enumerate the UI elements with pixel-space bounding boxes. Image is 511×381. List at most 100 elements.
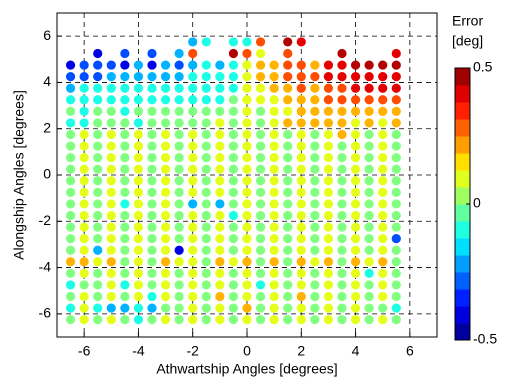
point (283, 72, 293, 82)
point (201, 315, 211, 325)
colorbar-segment (455, 170, 470, 188)
point (133, 60, 144, 70)
point (255, 210, 266, 221)
point (160, 176, 171, 186)
x-tick-label: -2 (186, 343, 199, 359)
point (228, 257, 239, 267)
point (65, 72, 76, 82)
point (106, 118, 116, 128)
y-tick-label: 0 (43, 166, 51, 182)
point (337, 129, 347, 140)
point (93, 176, 103, 186)
point (310, 106, 320, 116)
point (174, 234, 184, 244)
point (79, 303, 89, 313)
point (133, 95, 144, 105)
point (201, 118, 211, 128)
point (174, 83, 184, 93)
point (350, 268, 361, 278)
point (106, 106, 116, 116)
point (188, 37, 198, 47)
point (188, 210, 198, 221)
point (350, 95, 361, 105)
point (228, 280, 239, 290)
point (364, 291, 374, 302)
point (269, 72, 279, 82)
point (242, 164, 252, 174)
point (120, 106, 130, 116)
point (120, 315, 130, 325)
colorbar-segment (455, 204, 470, 222)
point (323, 222, 334, 232)
point (160, 199, 171, 209)
point (364, 176, 374, 186)
point (364, 106, 374, 116)
point (323, 210, 334, 221)
point (391, 268, 401, 278)
point (283, 210, 293, 221)
point (323, 83, 334, 93)
point (174, 222, 184, 232)
colorbar-segment (455, 136, 470, 154)
point (133, 280, 144, 290)
point (160, 129, 171, 140)
point (201, 268, 211, 278)
point (147, 257, 157, 267)
point (391, 153, 401, 163)
point (147, 199, 157, 209)
point (323, 280, 334, 290)
point (378, 199, 388, 209)
point (215, 72, 225, 82)
point (283, 37, 293, 47)
point (228, 268, 239, 278)
colorbar-segment (455, 221, 470, 239)
point (174, 257, 184, 267)
point (296, 315, 306, 325)
point (310, 141, 320, 151)
point (120, 129, 130, 140)
point (79, 315, 89, 325)
point (255, 234, 266, 244)
point (391, 60, 401, 70)
colorbar-segment (455, 102, 470, 120)
point (228, 37, 239, 47)
point (364, 164, 374, 174)
point (106, 60, 116, 70)
point (391, 303, 401, 313)
point (188, 199, 198, 209)
point (79, 176, 89, 186)
point (378, 257, 388, 267)
point (147, 280, 157, 290)
point (215, 60, 225, 70)
point (242, 95, 252, 105)
point (269, 268, 279, 278)
point (378, 60, 388, 70)
point (269, 199, 279, 209)
point (65, 257, 76, 267)
point (310, 222, 320, 232)
point (174, 60, 184, 70)
point (242, 210, 252, 221)
point (337, 187, 347, 197)
point (147, 291, 157, 302)
point (174, 303, 184, 313)
point (228, 129, 239, 140)
point (228, 106, 239, 116)
point (228, 291, 239, 302)
point (188, 72, 198, 82)
point (350, 83, 361, 93)
point (120, 245, 130, 255)
colorbar-segment (455, 255, 470, 273)
point (378, 72, 388, 82)
point (391, 315, 401, 325)
point (65, 129, 76, 140)
colorbar-segment (455, 119, 470, 137)
point (323, 164, 334, 174)
point (120, 199, 130, 209)
point (228, 210, 239, 221)
point (310, 268, 320, 278)
point (106, 72, 116, 82)
point (201, 303, 211, 313)
point (147, 106, 157, 116)
point (106, 291, 116, 302)
